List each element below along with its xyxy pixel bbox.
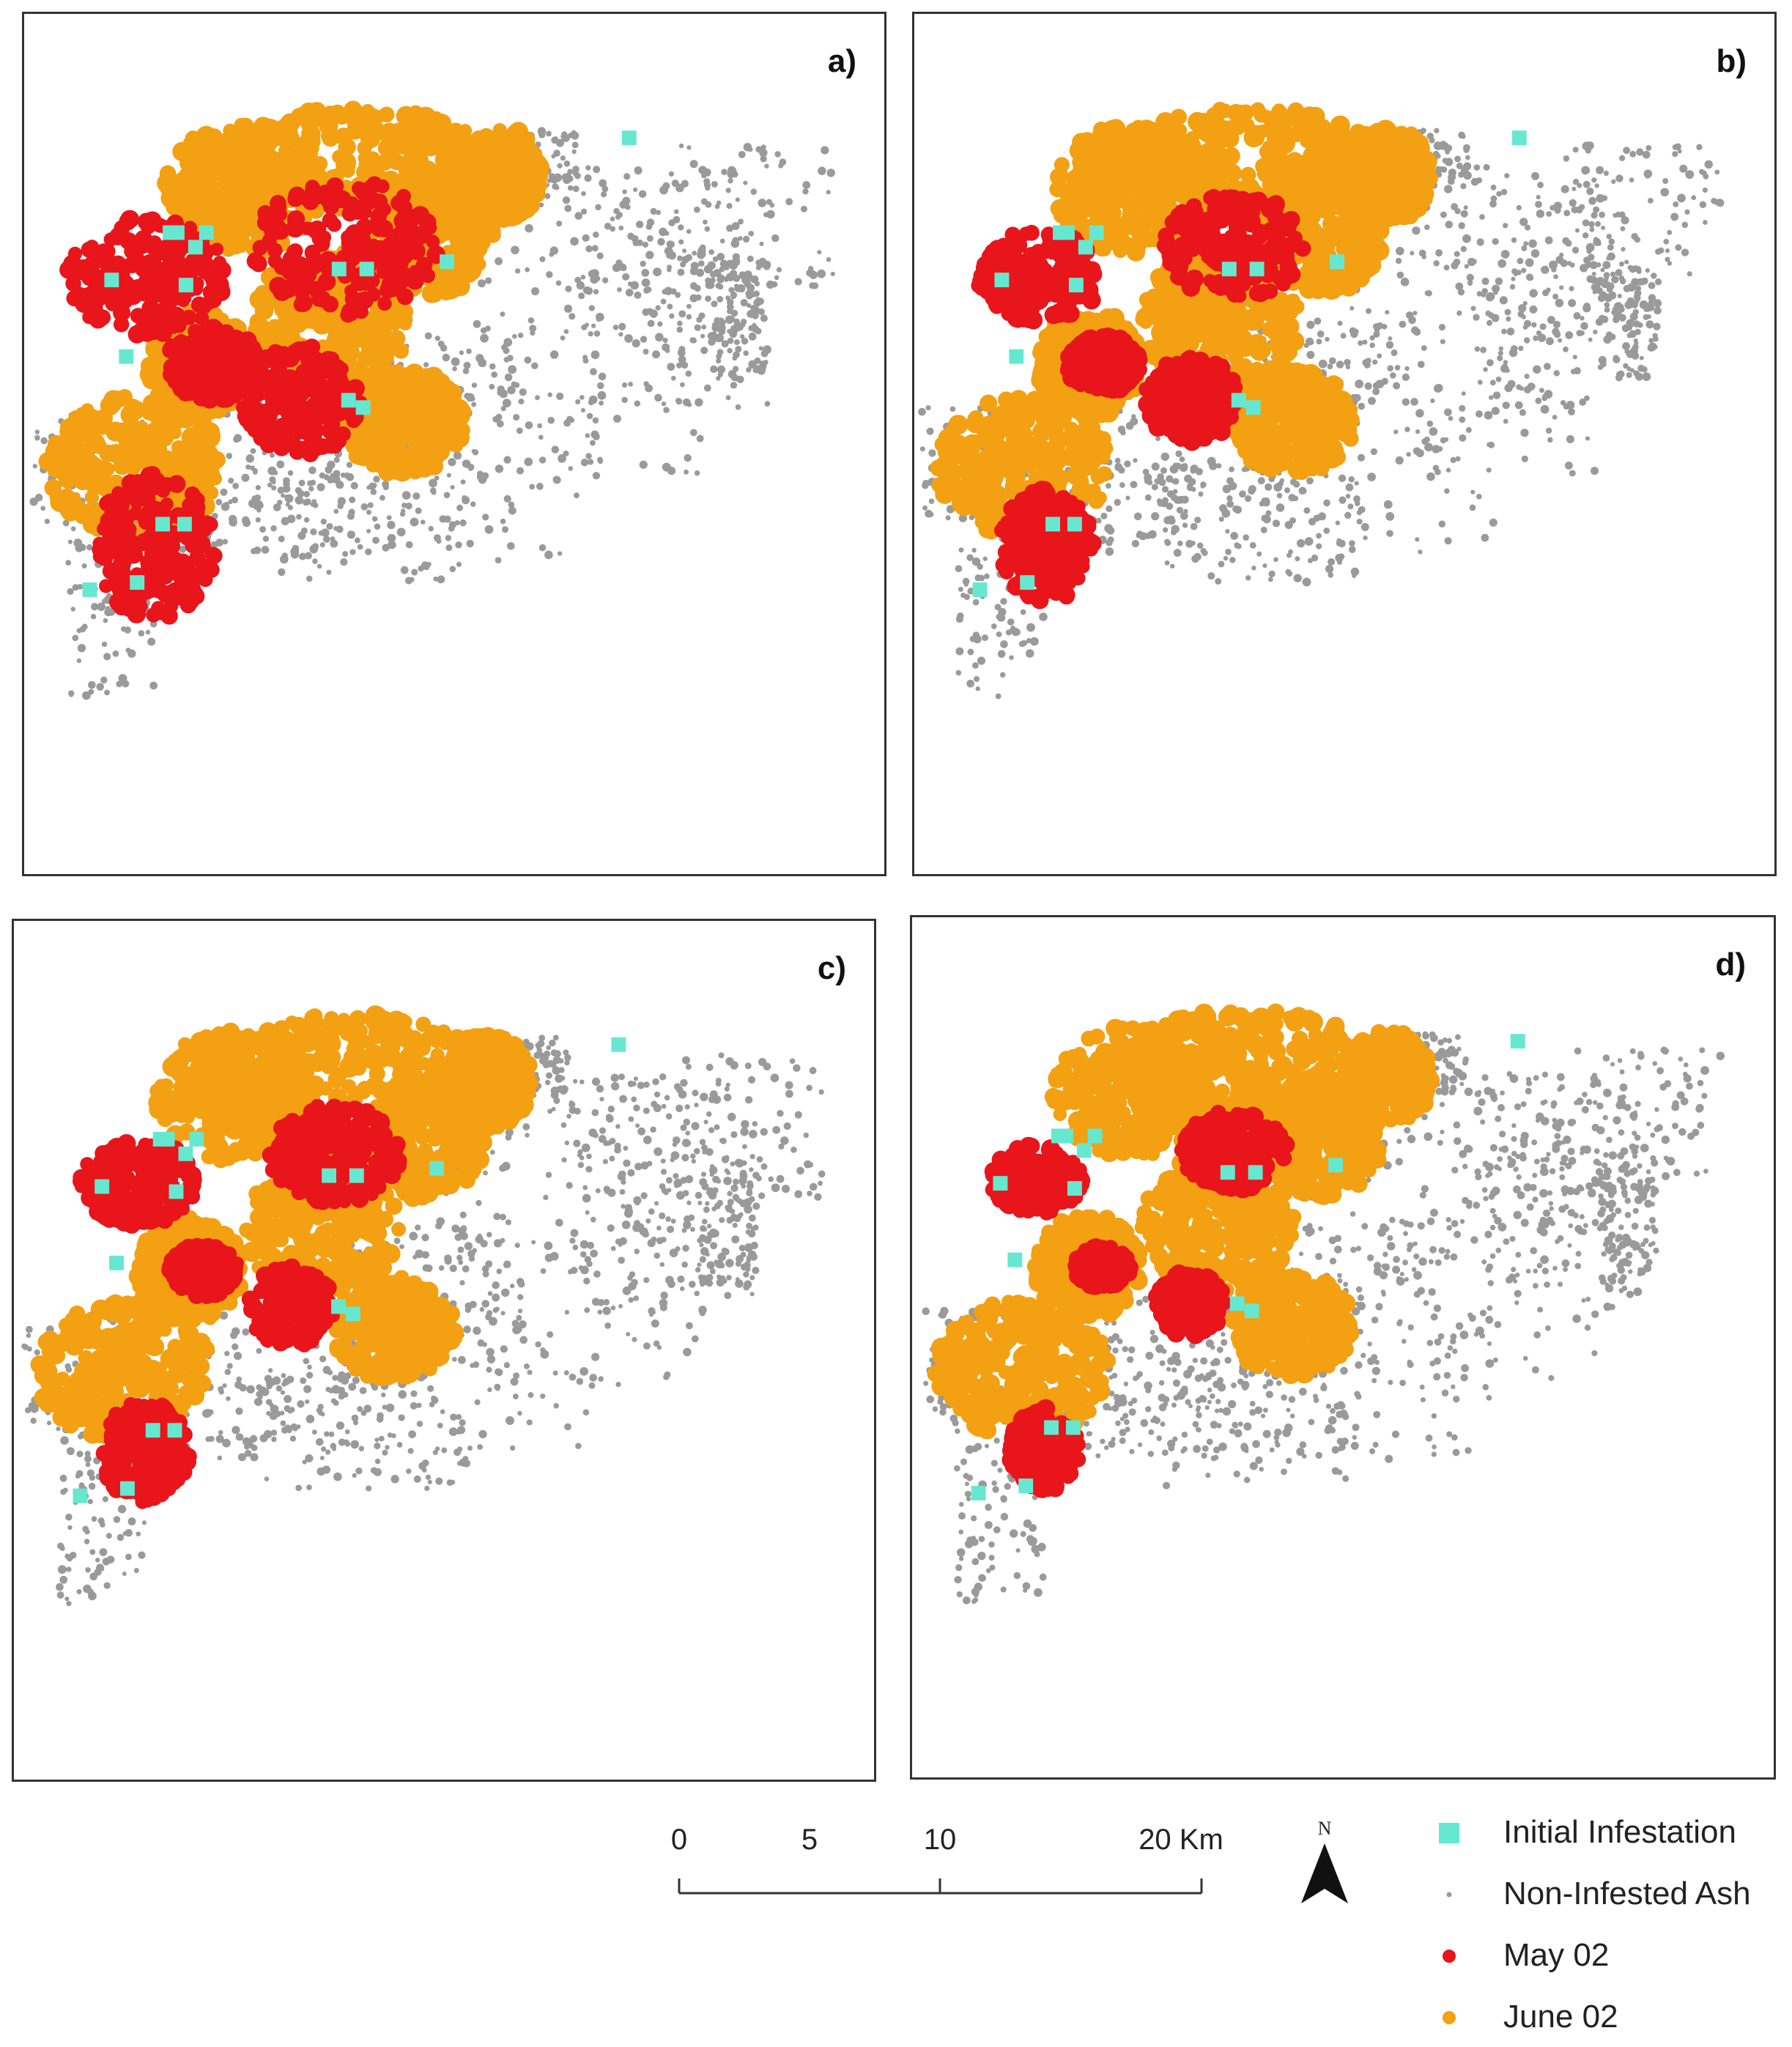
scale-tick-5: 5: [801, 1824, 818, 1856]
map-c: [21, 1005, 826, 1607]
legend-item-may-02: May 02: [1421, 1927, 1788, 1985]
north-arrow: N: [1295, 1815, 1354, 1918]
dot-icon: [1446, 1892, 1452, 1898]
initial-infestation-points: [972, 130, 1527, 597]
legend-item-june-02: June 02: [1421, 1988, 1788, 2047]
legend-item-initial-infestation: Initial Infestation: [1421, 1804, 1788, 1862]
north-arrow-icon: [1301, 1843, 1348, 1903]
may-02-points: [59, 176, 445, 625]
may-02-points: [971, 188, 1311, 610]
june-02-points: [927, 1003, 1440, 1443]
june-02-points: [930, 102, 1439, 541]
legend-label-june: June 02: [1503, 1999, 1618, 2035]
legend-label-initial: Initial Infestation: [1503, 1814, 1736, 1850]
map-panel-d: d): [910, 915, 1776, 1780]
map-panel-b: b): [912, 12, 1777, 876]
may-02-points: [73, 1098, 407, 1509]
map-a: [29, 100, 835, 700]
map-panel-c: c): [12, 919, 876, 1782]
scale-tick-0: 0: [671, 1824, 687, 1856]
panel-label-d: d): [1715, 947, 1746, 982]
scale-tick-10: 10: [924, 1824, 957, 1856]
map-b: [918, 102, 1725, 700]
initial-infestation-points: [82, 130, 637, 597]
legend: Initial Infestation Non-Infested Ash May…: [1421, 1804, 1788, 2038]
legend-label-may: May 02: [1503, 1937, 1610, 1973]
north-label: N: [1318, 1818, 1332, 1839]
initial-infestation-points: [73, 1037, 626, 1503]
panel-label-b: b): [1716, 43, 1747, 79]
scale-tick-20: 20 Km: [1138, 1824, 1223, 1856]
square-icon: [1439, 1823, 1459, 1843]
map-d: [922, 1003, 1725, 1604]
scale-bar-line: [678, 1878, 1203, 1895]
legend-item-non-infested-ash: Non-Infested Ash: [1421, 1865, 1788, 1924]
orange-dot-icon: [1443, 2011, 1456, 2024]
initial-infestation-points: [971, 1034, 1525, 1500]
legend-label-non-infested: Non-Infested Ash: [1503, 1876, 1751, 1911]
map-panel-a: a): [22, 12, 886, 876]
red-dot-icon: [1443, 1950, 1456, 1963]
scale-bar: 0 5 10 20 Km: [659, 1817, 1319, 1920]
panel-label-c: c): [817, 950, 846, 986]
panel-label-a: a): [827, 43, 856, 79]
